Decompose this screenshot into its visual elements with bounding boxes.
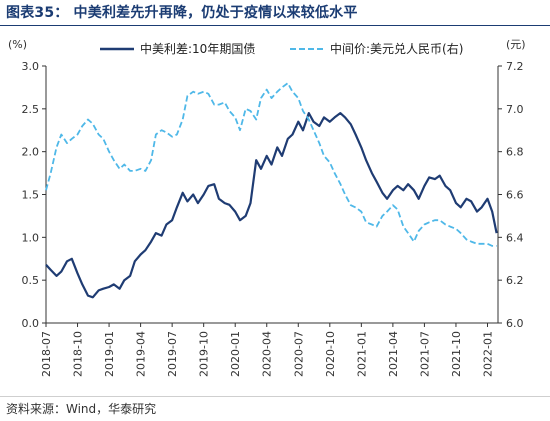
legend-label: 中间价:美元兑人民币(右) <box>330 41 463 56</box>
x-tick-label: 2021-07 <box>418 331 431 377</box>
x-tick-label: 2021-01 <box>355 331 368 377</box>
right-axis-unit: (元) <box>506 38 526 51</box>
x-tick-label: 2019-01 <box>103 331 116 377</box>
line-chart: (%) (元) 0.0 0.5 1.0 1.5 2.0 2.5 3.0 6.0 6.2 6.4 6.6 6… <box>8 38 526 377</box>
x-tick-label: 2021-04 <box>387 331 400 377</box>
legend-item-spread: 中美利差:10年期国债 <box>100 41 255 56</box>
legend-item-fx: 中间价:美元兑人民币(右) <box>290 41 463 56</box>
right-tick-label: 6.8 <box>506 146 524 159</box>
left-axis-unit: (%) <box>8 38 27 51</box>
x-tick-label: 2020-07 <box>292 331 305 377</box>
left-tick-label: 0.5 <box>22 274 40 287</box>
axes: (%) (元) 0.0 0.5 1.0 1.5 2.0 2.5 3.0 6.0 6.2 6.4 6.6 6… <box>8 38 526 377</box>
footer-divider <box>0 396 550 397</box>
left-tick-label: 0.0 <box>22 317 40 330</box>
fx-rate-line <box>45 82 497 247</box>
right-tick-label: 7.2 <box>506 60 524 73</box>
title-divider <box>0 25 550 26</box>
x-tick-label: 2022-01 <box>481 331 494 377</box>
left-tick-label: 2.0 <box>22 146 40 159</box>
x-tick-label: 2020-04 <box>261 331 274 377</box>
x-tick-label: 2018-07 <box>40 331 53 377</box>
right-tick-label: 6.2 <box>506 274 524 287</box>
legend: 中美利差:10年期国债 中间价:美元兑人民币(右) <box>100 41 463 56</box>
yield-spread-line <box>45 112 498 299</box>
right-tick-label: 7.0 <box>506 103 524 116</box>
x-tick-label: 2020-10 <box>324 331 337 377</box>
left-tick-label: 3.0 <box>22 60 40 73</box>
x-tick-label: 2019-07 <box>166 331 179 377</box>
source-note: 资料来源：Wind，华泰研究 <box>6 402 157 416</box>
right-tick-label: 6.0 <box>506 317 524 330</box>
left-tick-label: 1.0 <box>22 231 40 244</box>
legend-label: 中美利差:10年期国债 <box>140 41 255 56</box>
x-tick-label: 2021-10 <box>450 331 463 377</box>
right-tick-label: 6.6 <box>506 189 524 202</box>
left-tick-label: 2.5 <box>22 103 40 116</box>
x-tick-label: 2020-01 <box>229 331 242 377</box>
x-tick-label: 2018-10 <box>72 331 85 377</box>
series-lines <box>45 82 498 299</box>
x-tick-label: 2019-10 <box>198 331 211 377</box>
left-tick-label: 1.5 <box>22 189 40 202</box>
page-title: 图表35： 中美利差先升再降，仍处于疫情以来较低水平 <box>6 5 358 21</box>
right-tick-label: 6.4 <box>506 231 524 244</box>
x-tick-label: 2019-04 <box>135 331 148 377</box>
